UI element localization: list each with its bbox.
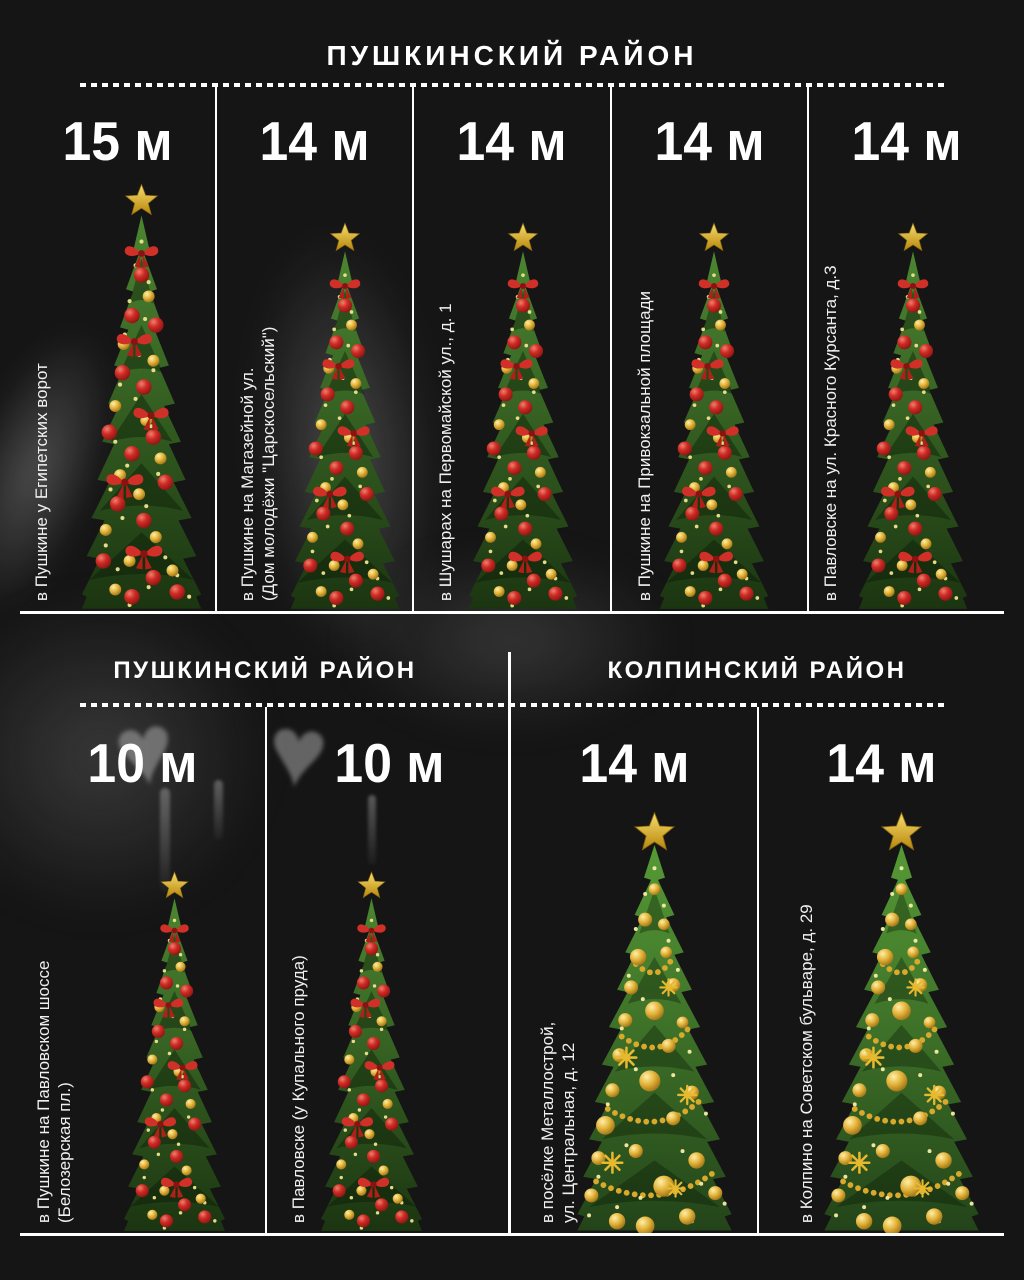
tree-location-label: в Павловске на ул. Красного Курсанта, д.… [820, 265, 840, 601]
tree-height-label: 15 м [62, 110, 173, 172]
christmas-tree-illustration [458, 221, 588, 611]
section-title-kolpinsky: КОЛПИНСКИЙ РАЙОН [607, 657, 907, 684]
tree-column: 10 м в Павловске (у Купального пруда) [265, 707, 512, 1235]
christmas-tree-illustration [649, 221, 779, 611]
christmas-tree-illustration [70, 182, 213, 611]
tree-location-label: в Пушкине у Египетских ворот [32, 363, 51, 601]
tree-location-label: в Колпино на Советском бульваре, д. 29 [797, 904, 816, 1223]
section-title-pushkinsky-top: ПУШКИНСКИЙ РАЙОН [326, 40, 698, 71]
tree-column: 10 м в Пушкине на Павловском шоссе (Бело… [20, 707, 265, 1235]
tree-column: 14 м в Пушкине на Магазейной ул. (Дом мо… [215, 85, 412, 613]
christmas-tree-illustration [561, 812, 748, 1233]
tree-height-label: 14 м [851, 110, 962, 172]
tree-height-label: 10 м [334, 732, 445, 794]
tree-location-label: в Пушкине на Привокзальной площади [634, 291, 654, 601]
paint-drip-decoration [160, 788, 170, 892]
tree-column: 15 м в Пушкине у Египетских ворот [20, 85, 215, 613]
tree-height-label: 14 м [259, 110, 370, 172]
christmas-tree-illustration [280, 221, 410, 611]
christmas-tree-illustration [848, 221, 978, 611]
section-bottom-line [20, 1233, 1004, 1236]
section-bottom-line [20, 611, 1004, 614]
tree-height-label: 14 м [456, 110, 568, 172]
tree-location-label: в Павловске (у Купального пруда) [289, 955, 308, 1223]
tree-location-label: в Пушкине на Магазейной ул. (Дом молодёж… [238, 326, 279, 601]
tree-column: 14 м в Пушкине на Привокзальной площади [609, 85, 807, 613]
tree-column: 14 м в Павловске на ул. Красного Курсант… [806, 85, 1004, 613]
paint-drip-decoration [214, 780, 223, 840]
tree-location-label: в Шушарах на Первомайской ул., д. 1 [436, 303, 456, 601]
tree-column: 14 м в Шушарах на Первомайской ул., д. 1 [412, 85, 609, 613]
section-title-pushkinsky-bottom: ПУШКИНСКИЙ РАЙОН [113, 657, 417, 684]
bottom-tree-columns: 10 м в Пушкине на Павловском шоссе (Бело… [20, 707, 1004, 1235]
tree-height-label: 14 м [826, 732, 937, 794]
tree-height-label: 14 м [654, 110, 765, 172]
tree-height-label: 10 м [87, 732, 198, 794]
section-divider-line [508, 652, 511, 1235]
tree-column: 14 м в Колпино на Советском бульваре, д.… [757, 707, 1004, 1235]
dotted-divider-line [80, 83, 944, 87]
tree-height-label: 14 м [579, 732, 690, 794]
top-tree-columns: 15 м в Пушкине у Египетских ворот 14 м в… [20, 85, 1004, 613]
christmas-tree-illustration [311, 870, 432, 1233]
tree-location-label: в посёлке Металлострой, ул. Центральная,… [538, 1021, 578, 1223]
christmas-tree-illustration [114, 870, 235, 1233]
dotted-divider-line [80, 703, 944, 707]
christmas-tree-illustration [808, 812, 995, 1233]
tree-location-label: в Пушкине на Павловском шоссе (Белозерск… [34, 960, 74, 1223]
tree-column: 14 м в посёлке Металлострой, ул. Централ… [512, 707, 757, 1235]
paint-drip-decoration [368, 795, 376, 865]
